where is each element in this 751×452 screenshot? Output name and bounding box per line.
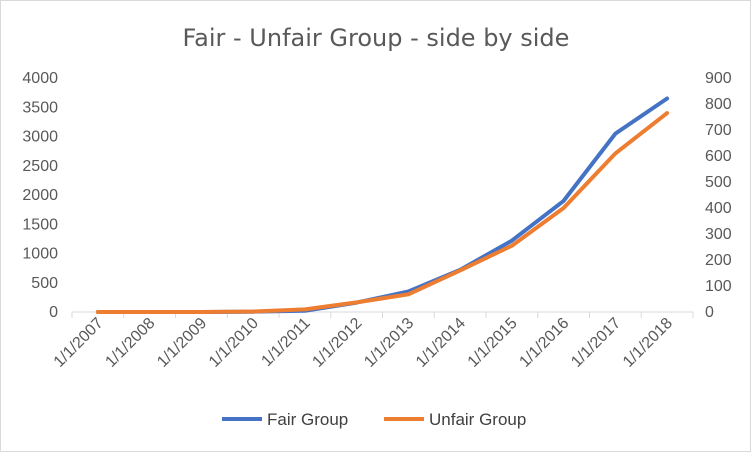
y-right-tick-label: 400 <box>705 200 732 217</box>
x-tick-label: 1/1/2012 <box>309 315 365 371</box>
x-tick-label: 1/1/2013 <box>361 315 417 371</box>
y-left-tick-label: 2000 <box>22 187 58 204</box>
x-tick-label: 1/1/2009 <box>154 315 210 371</box>
x-tick-label: 1/1/2007 <box>51 315 107 371</box>
series-line-unfair-group <box>95 111 670 314</box>
y-left-tick-label: 0 <box>49 304 58 321</box>
x-tick-label: 1/1/2008 <box>102 315 158 371</box>
y-right-tick-label: 900 <box>705 70 732 87</box>
y-right-tick-label: 100 <box>705 278 732 295</box>
y-right-tick-label: 600 <box>705 148 732 165</box>
y-right-tick-label: 800 <box>705 96 732 113</box>
plot-area: 0 500 1000 1500 2000 2500 3000 3500 4000 0 100 200 3… <box>22 70 731 371</box>
y-right-tick-label: 500 <box>705 174 732 191</box>
x-tick-label: 1/1/2015 <box>465 315 521 371</box>
legend-label: Unfair Group <box>429 410 526 429</box>
legend-label: Fair Group <box>267 410 348 429</box>
x-tick-label: 1/1/2011 <box>258 315 313 370</box>
y-right-tick-label: 700 <box>705 122 732 139</box>
y-left-tick-label: 1500 <box>22 216 58 233</box>
x-tick-label: 1/1/2018 <box>620 315 676 371</box>
series-line-fair-group <box>95 96 670 314</box>
x-tick-label: 1/1/2014 <box>413 315 469 371</box>
x-tick-label: 1/1/2016 <box>516 315 572 371</box>
y-right-tick-label: 200 <box>705 252 732 269</box>
y-left-tick-label: 2500 <box>22 158 58 175</box>
y-left-tick-label: 3500 <box>22 99 58 116</box>
chart-title: Fair - Unfair Group - side by side <box>183 24 570 52</box>
y-right-tick-label: 300 <box>705 226 732 243</box>
y-left-tick-label: 3000 <box>22 129 58 146</box>
y-right-tick-label: 0 <box>705 304 714 321</box>
y-left-tick-label: 500 <box>31 275 58 292</box>
y-left-tick-label: 1000 <box>22 246 58 263</box>
y-left-tick-label: 4000 <box>22 70 58 87</box>
x-tick-label: 1/1/2010 <box>206 315 262 371</box>
legend: Fair Group Unfair Group <box>222 410 526 429</box>
x-tick-label: 1/1/2017 <box>568 315 624 371</box>
